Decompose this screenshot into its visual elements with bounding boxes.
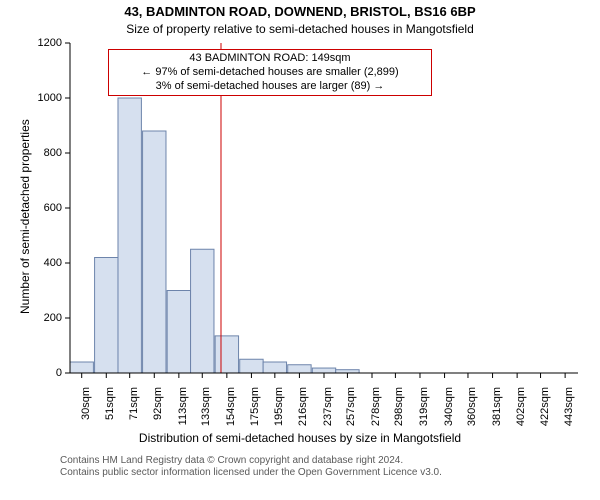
y-tick-label: 400 <box>30 257 62 269</box>
x-tick-label: 402sqm <box>515 387 527 447</box>
legend-line-3: 3% of semi-detached houses are larger (8… <box>115 80 425 94</box>
footer-attribution: Contains HM Land Registry data © Crown c… <box>60 455 442 479</box>
histogram-bar <box>240 359 263 373</box>
x-tick-label: 319sqm <box>418 387 430 447</box>
page-subtitle: Size of property relative to semi-detach… <box>0 22 600 36</box>
histogram-bar <box>70 362 93 373</box>
x-tick-label: 154sqm <box>225 387 237 447</box>
y-tick-label: 800 <box>30 147 62 159</box>
x-tick-label: 298sqm <box>393 387 405 447</box>
x-tick-label: 113sqm <box>177 387 189 447</box>
footer-line-1: Contains HM Land Registry data © Crown c… <box>60 455 442 467</box>
x-tick-label: 340sqm <box>443 387 455 447</box>
x-tick-label: 237sqm <box>322 387 334 447</box>
histogram-bar <box>288 365 311 373</box>
histogram-bar <box>167 291 190 374</box>
chart-legend: 43 BADMINTON ROAD: 149sqm ← 97% of semi-… <box>108 49 432 96</box>
x-tick-label: 422sqm <box>539 387 551 447</box>
histogram-bar <box>263 362 286 373</box>
legend-line-1: 43 BADMINTON ROAD: 149sqm <box>115 52 425 66</box>
legend-line-2: ← 97% of semi-detached houses are smalle… <box>115 66 425 80</box>
y-tick-label: 1000 <box>30 92 62 104</box>
x-tick-label: 278sqm <box>370 387 382 447</box>
page-title: 43, BADMINTON ROAD, DOWNEND, BRISTOL, BS… <box>0 4 600 19</box>
x-tick-label: 257sqm <box>345 387 357 447</box>
x-tick-label: 51sqm <box>104 387 116 447</box>
y-tick-label: 0 <box>30 367 62 379</box>
x-tick-label: 216sqm <box>297 387 309 447</box>
x-tick-label: 175sqm <box>249 387 261 447</box>
x-tick-label: 195sqm <box>273 387 285 447</box>
histogram-bar <box>191 249 214 373</box>
histogram-bar <box>215 336 238 373</box>
y-tick-label: 600 <box>30 202 62 214</box>
y-tick-label: 1200 <box>30 37 62 49</box>
histogram-bar <box>143 131 166 373</box>
x-tick-label: 443sqm <box>563 387 575 447</box>
x-tick-label: 381sqm <box>491 387 503 447</box>
footer-line-2: Contains public sector information licen… <box>60 467 442 479</box>
x-tick-label: 360sqm <box>466 387 478 447</box>
histogram-bar <box>95 258 118 374</box>
x-tick-label: 30sqm <box>80 387 92 447</box>
x-tick-label: 133sqm <box>200 387 212 447</box>
histogram-bar <box>312 368 335 373</box>
x-tick-label: 71sqm <box>128 387 140 447</box>
y-tick-label: 200 <box>30 312 62 324</box>
histogram-bar <box>118 98 141 373</box>
x-tick-label: 92sqm <box>152 387 164 447</box>
